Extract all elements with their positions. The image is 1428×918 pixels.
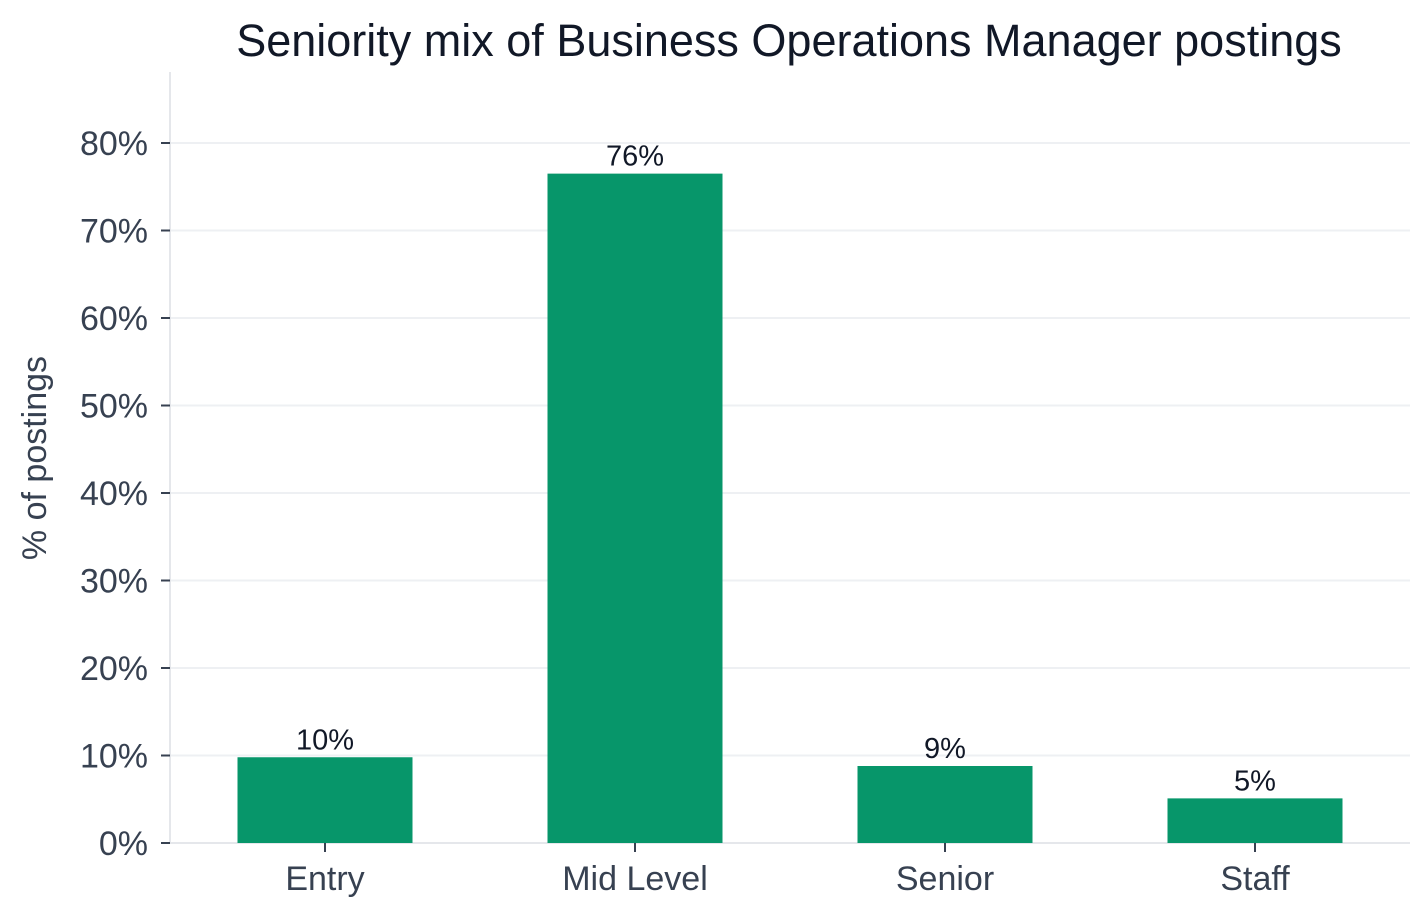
y-tick-label: 20% (80, 650, 148, 688)
bars (237, 173, 1343, 843)
axes (169, 72, 1410, 844)
bar-value-label: 5% (1234, 765, 1276, 797)
x-tick-label: Staff (1220, 860, 1290, 898)
bar (857, 766, 1033, 843)
chart-title: Seniority mix of Business Operations Man… (236, 15, 1342, 66)
y-tick-label: 70% (80, 213, 148, 251)
bar (547, 173, 723, 843)
x-tick-label: Mid Level (562, 860, 708, 898)
value-labels: 10% 76% 9% 5% (296, 141, 1276, 798)
y-tick-label: 10% (80, 738, 148, 776)
x-ticks: Entry Mid Level Senior Staff (285, 843, 1290, 898)
y-axis-label: % of postings (16, 356, 54, 560)
y-tick-label: 80% (80, 125, 148, 163)
y-tick-label: 40% (80, 475, 148, 513)
bar (1167, 798, 1343, 843)
bar-value-label: 10% (296, 724, 354, 756)
y-ticks: 0% 10% 20% 30% 40% 50% 60% 70% 80% (80, 125, 170, 863)
x-tick-label: Senior (896, 860, 994, 898)
y-tick-label: 0% (99, 825, 148, 863)
y-tick-label: 30% (80, 563, 148, 601)
bar (237, 757, 413, 843)
y-tick-label: 60% (80, 300, 148, 338)
gridlines (170, 142, 1410, 757)
bar-value-label: 9% (924, 733, 966, 765)
bar-value-label: 76% (606, 141, 664, 173)
y-tick-label: 50% (80, 388, 148, 426)
x-tick-label: Entry (285, 860, 364, 898)
